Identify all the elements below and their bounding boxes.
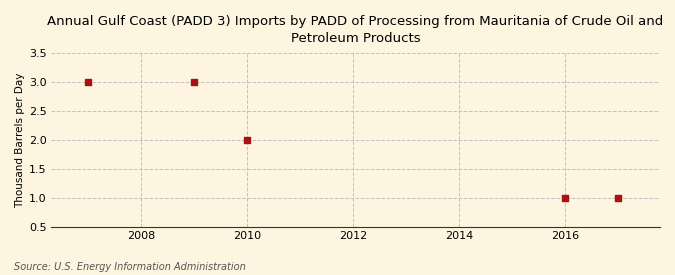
Point bbox=[242, 138, 252, 142]
Point bbox=[83, 80, 94, 84]
Title: Annual Gulf Coast (PADD 3) Imports by PADD of Processing from Mauritania of Crud: Annual Gulf Coast (PADD 3) Imports by PA… bbox=[47, 15, 664, 45]
Point bbox=[560, 196, 570, 200]
Text: Source: U.S. Energy Information Administration: Source: U.S. Energy Information Administ… bbox=[14, 262, 245, 272]
Point bbox=[188, 80, 199, 84]
Point bbox=[612, 196, 623, 200]
Y-axis label: Thousand Barrels per Day: Thousand Barrels per Day bbox=[15, 72, 25, 208]
